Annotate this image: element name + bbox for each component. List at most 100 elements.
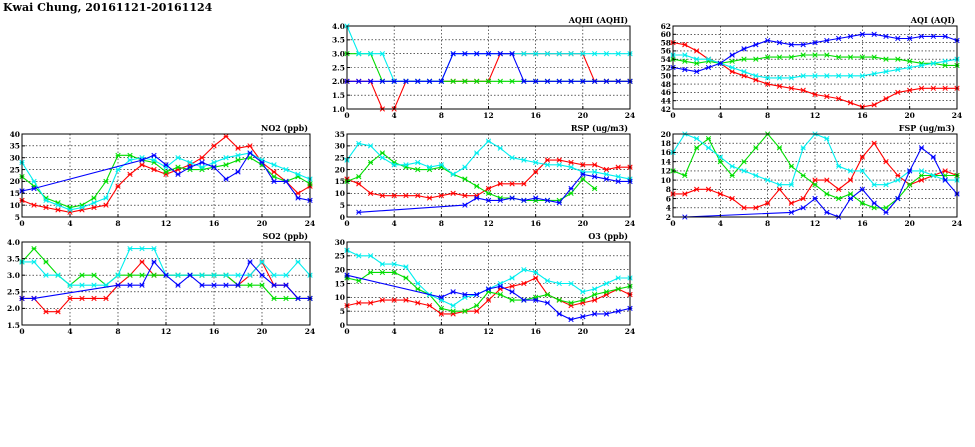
data-point xyxy=(379,269,386,276)
data-point xyxy=(55,202,61,208)
data-point xyxy=(127,157,133,163)
series-2 xyxy=(344,269,633,314)
data-point xyxy=(271,178,277,185)
data-point xyxy=(883,68,889,75)
data-point xyxy=(556,51,562,57)
data-point xyxy=(79,282,85,288)
data-point xyxy=(474,302,480,309)
series-4 xyxy=(682,145,960,220)
data-point xyxy=(568,78,574,84)
data-point xyxy=(175,164,181,170)
data-point xyxy=(942,168,948,174)
data-point xyxy=(859,154,865,160)
data-point xyxy=(942,85,948,91)
data-point xyxy=(367,190,374,196)
data-point xyxy=(127,272,133,278)
data-point xyxy=(568,51,574,57)
series-line xyxy=(672,33,958,73)
data-point xyxy=(283,178,289,185)
data-point xyxy=(729,68,735,75)
data-point xyxy=(211,282,217,288)
data-point xyxy=(283,166,289,173)
data-point xyxy=(521,280,527,287)
data-point xyxy=(871,200,877,206)
data-point xyxy=(918,85,925,91)
y-tick-label: 2.0 xyxy=(7,304,20,313)
y-tick-label: 14 xyxy=(661,157,671,166)
data-point xyxy=(55,207,61,213)
data-point xyxy=(379,51,386,57)
data-point xyxy=(753,205,759,211)
data-point xyxy=(895,56,901,62)
series-4 xyxy=(19,259,313,302)
data-point xyxy=(103,295,109,302)
data-point xyxy=(235,152,241,158)
data-point xyxy=(895,35,901,42)
x-tick-label: 8 xyxy=(439,327,444,336)
data-point xyxy=(223,155,229,161)
y-tick-label: 20 xyxy=(335,265,345,274)
data-point xyxy=(824,93,830,100)
data-point xyxy=(509,51,515,57)
data-point xyxy=(474,183,480,189)
data-point xyxy=(247,272,253,278)
data-point xyxy=(497,145,503,151)
data-point xyxy=(271,272,277,278)
data-point xyxy=(859,31,865,37)
data-point xyxy=(800,145,806,151)
y-tick-label: 20 xyxy=(335,165,345,174)
data-point xyxy=(800,42,806,48)
data-point xyxy=(223,162,229,168)
x-tick-label: 12 xyxy=(810,111,820,120)
y-tick-label: 10 xyxy=(335,189,345,198)
y-tick-label: 56 xyxy=(661,47,671,56)
data-point xyxy=(356,78,362,84)
y-tick-label: 20 xyxy=(10,177,20,186)
data-point xyxy=(533,269,539,276)
x-tick-label: 24 xyxy=(952,111,962,120)
data-point xyxy=(765,54,771,60)
data-point xyxy=(497,291,503,298)
data-point xyxy=(438,78,444,84)
data-point xyxy=(568,300,574,306)
data-point xyxy=(568,159,574,166)
data-point xyxy=(812,182,818,188)
series-4 xyxy=(344,51,633,84)
data-point xyxy=(474,195,480,201)
y-tick-label: 1.5 xyxy=(332,91,345,100)
data-point xyxy=(859,73,865,79)
chart-title: AQI (AQI) xyxy=(910,15,955,25)
data-point xyxy=(741,205,747,211)
data-point xyxy=(485,197,492,204)
y-tick-label: 60 xyxy=(661,30,671,39)
data-point xyxy=(485,78,492,84)
data-point xyxy=(776,186,783,192)
data-point xyxy=(151,245,157,252)
data-point xyxy=(521,181,527,187)
data-point xyxy=(450,78,456,84)
data-point xyxy=(139,272,145,278)
x-tick-label: 8 xyxy=(765,111,770,120)
data-point xyxy=(942,33,948,40)
data-point xyxy=(918,62,925,69)
data-point xyxy=(580,171,586,177)
data-point xyxy=(717,154,723,160)
data-point xyxy=(836,95,842,102)
data-point xyxy=(462,176,468,182)
data-point xyxy=(151,259,157,265)
y-tick-label: 40 xyxy=(10,130,20,139)
y-tick-label: 6 xyxy=(666,194,671,203)
data-point xyxy=(930,33,936,40)
x-tick-label: 8 xyxy=(439,111,444,120)
data-point xyxy=(603,51,610,57)
data-point xyxy=(907,87,913,93)
data-point xyxy=(403,162,409,168)
data-point xyxy=(235,145,241,151)
data-point xyxy=(379,261,386,267)
data-point xyxy=(462,193,468,199)
data-point xyxy=(871,182,877,188)
y-tick-label: 3.0 xyxy=(332,49,345,58)
data-point xyxy=(259,159,265,166)
data-point xyxy=(682,172,688,179)
